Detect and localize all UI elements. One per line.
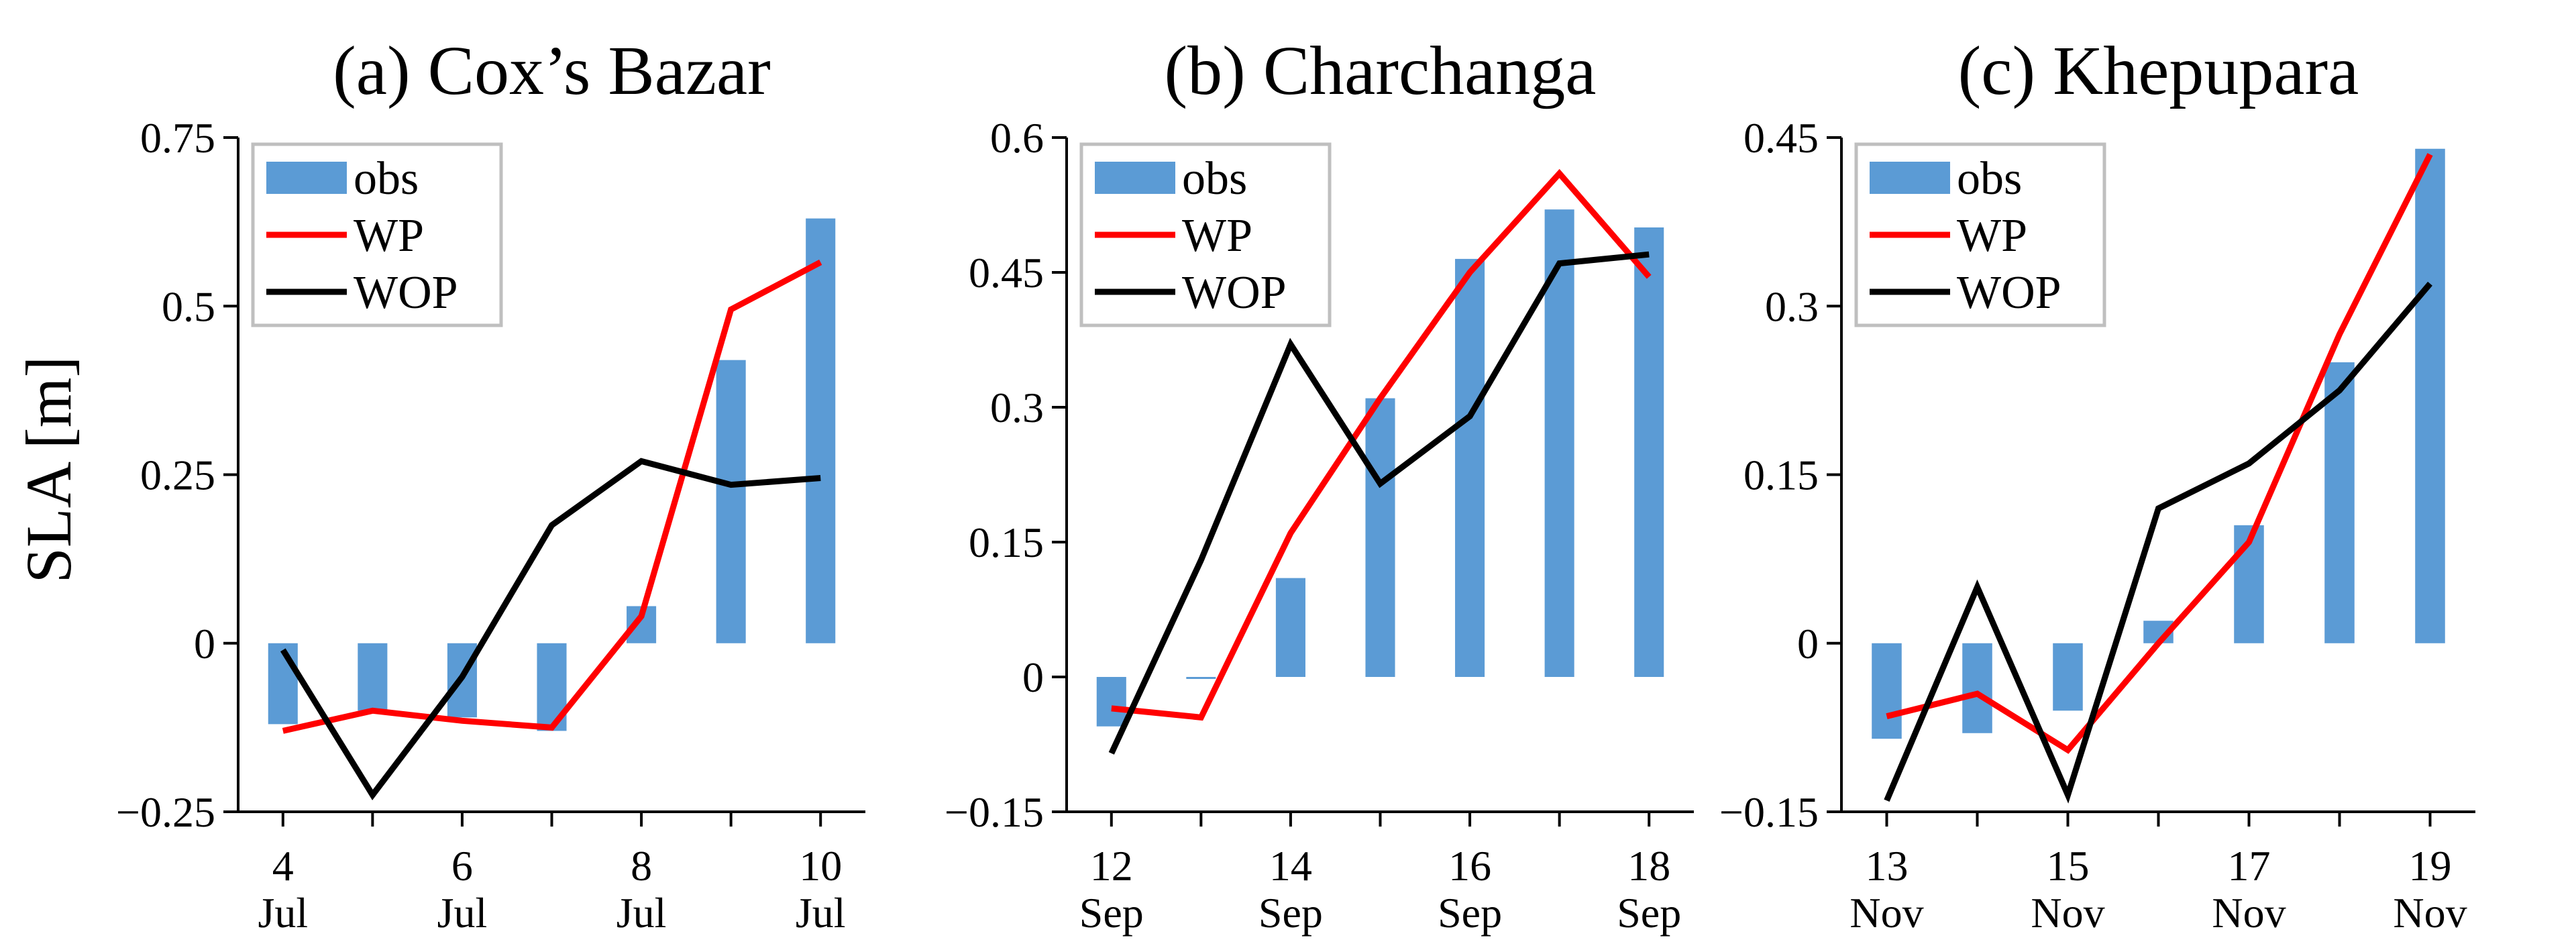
x-tick-day: 6 [451, 842, 473, 890]
obs-bar [1544, 209, 1574, 677]
obs-bar [1186, 677, 1216, 679]
x-tick-month: Nov [1849, 889, 1923, 937]
obs-bar [358, 643, 388, 711]
obs-bar [2053, 643, 2083, 711]
wp-line [282, 259, 822, 734]
legend-label: obs [1957, 153, 2022, 205]
y-tick-label: −0.25 [116, 788, 215, 836]
x-tick-day: 17 [2228, 842, 2271, 890]
legend-label: WP [1182, 210, 1252, 262]
x-tick-day: 12 [1090, 842, 1133, 890]
chart-title: (c) Khepupara [1958, 32, 2359, 109]
y-tick-label: 0.3 [1765, 282, 1819, 330]
legend-label: obs [354, 153, 419, 205]
x-tick-month: Nov [2212, 889, 2286, 937]
panel-0: (a) Cox’s Bazar0.750.50.250−0.254Jul6Jul… [116, 32, 865, 937]
y-tick-label: 0.3 [990, 384, 1044, 431]
obs-bar [1455, 258, 1485, 677]
x-tick-month: Nov [2031, 889, 2104, 937]
obs-bar [1365, 398, 1395, 677]
legend-label: WP [354, 210, 424, 262]
legend-label: WOP [354, 267, 458, 319]
x-tick-day: 8 [631, 842, 652, 890]
wp-line [1886, 153, 2433, 754]
wop-line [280, 458, 821, 800]
y-tick-label: 0.15 [1743, 452, 1819, 499]
x-tick-month: Nov [2393, 889, 2467, 937]
wop-line [1108, 251, 1650, 755]
x-tick-day: 15 [2047, 842, 2090, 890]
x-tick-month: Jul [258, 889, 308, 937]
x-tick-month: Jul [437, 889, 488, 937]
x-tick-month: Sep [1438, 889, 1502, 937]
y-tick-label: −0.15 [945, 788, 1044, 836]
x-tick-day: 14 [1269, 842, 1312, 890]
x-tick-month: Sep [1258, 889, 1323, 937]
obs-bar [1634, 227, 1664, 677]
legend-label: WOP [1957, 267, 2061, 319]
obs-bar [806, 218, 836, 643]
y-tick-label: 0.75 [140, 114, 215, 162]
obs-bar [1096, 677, 1126, 727]
wp-line [1111, 168, 1652, 721]
x-tick-day: 13 [1866, 842, 1909, 890]
y-tick-label: 0.6 [990, 114, 1044, 162]
y-tick-label: 0.25 [140, 452, 215, 499]
y-tick-label: 0 [194, 620, 215, 668]
x-tick-month: Jul [796, 889, 846, 937]
chart-title: (b) Charchanga [1165, 32, 1597, 109]
x-tick-day: 18 [1627, 842, 1670, 890]
chart-title: (a) Cox’s Bazar [333, 32, 771, 109]
y-tick-label: 0.45 [1743, 114, 1819, 162]
obs-bar [1962, 643, 1992, 733]
obs-bar [268, 643, 298, 725]
y-tick-label: 0.45 [969, 249, 1044, 297]
obs-bar [716, 360, 746, 643]
legend-label: WP [1957, 210, 2027, 262]
obs-bar [2415, 148, 2445, 643]
x-tick-month: Jul [616, 889, 667, 937]
x-tick-day: 19 [2409, 842, 2452, 890]
x-tick-month: Sep [1617, 889, 1681, 937]
obs-bar [1872, 643, 1902, 739]
y-tick-label: 0.5 [162, 282, 215, 330]
legend-obs-swatch [266, 162, 347, 194]
legend-obs-swatch [1095, 162, 1175, 194]
y-tick-label: 0 [1022, 653, 1044, 701]
panel-1: (b) Charchanga0.60.450.30.150−0.1512Sep1… [945, 32, 1694, 937]
x-tick-day: 4 [272, 842, 294, 890]
legend-label: WOP [1182, 267, 1287, 319]
obs-bar [2324, 362, 2355, 643]
panel-2: (c) Khepupara0.450.30.150−0.1513Nov15Nov… [1719, 32, 2475, 937]
obs-bar [1275, 578, 1305, 677]
x-tick-day: 16 [1448, 842, 1491, 890]
wop-line [1884, 281, 2432, 804]
x-tick-month: Sep [1079, 889, 1144, 937]
legend-obs-swatch [1870, 162, 1950, 194]
legend-label: obs [1182, 153, 1247, 205]
y-axis-label: SLA [m] [13, 356, 85, 584]
y-tick-label: −0.15 [1719, 788, 1819, 836]
y-tick-label: 0 [1797, 620, 1819, 668]
x-tick-day: 10 [799, 842, 842, 890]
y-tick-label: 0.15 [969, 519, 1044, 566]
